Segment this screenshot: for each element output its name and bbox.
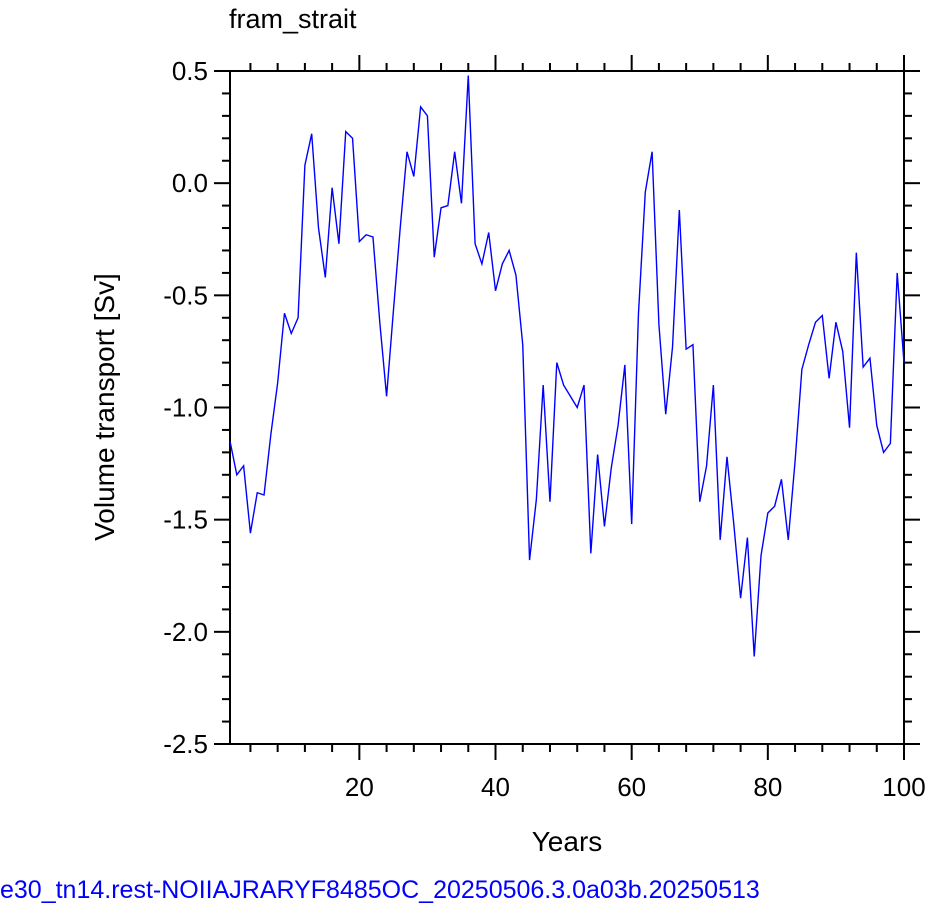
y-tick-label: -1.5 [163,505,208,535]
x-axis: 20 40 60 80 100 [249,55,926,802]
y-axis-label: Volume transport [Sv] [89,273,120,541]
y-axis: 0.5 0.0 -0.5 -1.0 -1.5 -2.0 -2.5 [163,56,920,759]
series-line [229,75,905,657]
plot-frame [229,70,905,745]
chart-title: fram_strait [229,4,357,34]
x-tick-label: 40 [481,772,510,802]
y-tick-label: -0.5 [163,280,208,310]
x-tick-label: 80 [753,772,782,802]
y-tick-label: 0.0 [172,168,208,198]
y-tick-label: -2.5 [163,729,208,759]
x-tick-label: 100 [882,772,925,802]
footer-run-id: e30_tn14.rest-NOIIAJRARYF8485OC_20250506… [0,876,760,904]
x-axis-label: Years [532,826,603,857]
y-tick-label: -2.0 [163,617,208,647]
y-tick-label: -1.0 [163,393,208,423]
x-tick-label: 20 [345,772,374,802]
y-tick-label: 0.5 [172,56,208,86]
x-tick-label: 60 [617,772,646,802]
